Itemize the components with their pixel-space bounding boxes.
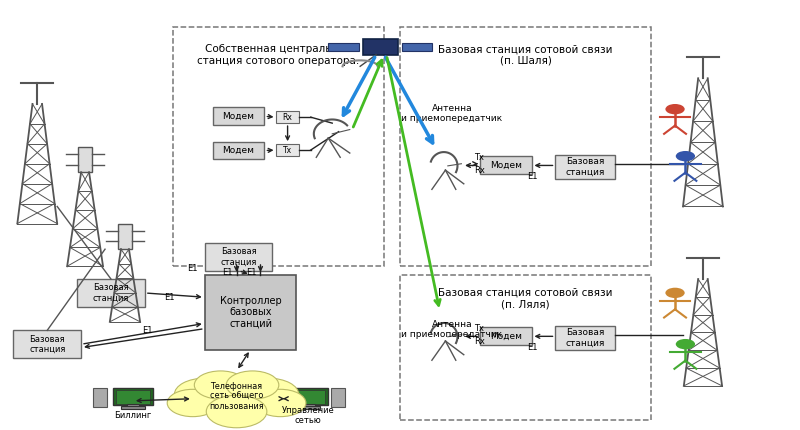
Text: Модем: Модем	[222, 146, 254, 155]
FancyBboxPatch shape	[126, 404, 139, 407]
FancyBboxPatch shape	[121, 406, 145, 409]
FancyBboxPatch shape	[480, 157, 531, 175]
Text: Модем: Модем	[222, 112, 254, 121]
FancyBboxPatch shape	[402, 43, 432, 50]
Text: Управление
сетью: Управление сетью	[282, 406, 334, 426]
Text: Rx: Rx	[474, 166, 485, 175]
Text: E1: E1	[142, 326, 153, 335]
Text: E1: E1	[246, 268, 256, 277]
Text: E1: E1	[187, 264, 198, 273]
Text: Биллинг: Биллинг	[114, 411, 151, 420]
Text: Контроллер
базовых
станций: Контроллер базовых станций	[220, 295, 282, 329]
Circle shape	[666, 288, 685, 298]
Text: Базовая
станция: Базовая станция	[220, 247, 257, 266]
Text: Антенна
и приемопередатчик: Антенна и приемопередатчик	[402, 319, 502, 339]
FancyBboxPatch shape	[555, 155, 615, 179]
FancyBboxPatch shape	[77, 279, 145, 307]
Text: Rx: Rx	[282, 113, 293, 122]
Text: Базовая станция сотовой связи
(п. Ляля): Базовая станция сотовой связи (п. Ляля)	[438, 288, 613, 309]
Circle shape	[206, 395, 267, 428]
FancyBboxPatch shape	[480, 327, 531, 345]
FancyBboxPatch shape	[118, 224, 132, 249]
FancyBboxPatch shape	[302, 404, 314, 407]
FancyBboxPatch shape	[328, 43, 358, 50]
Text: E1: E1	[527, 343, 538, 352]
FancyBboxPatch shape	[113, 388, 153, 405]
Circle shape	[174, 378, 235, 411]
Circle shape	[167, 389, 218, 417]
Circle shape	[666, 104, 685, 114]
Text: Rx: Rx	[474, 337, 485, 346]
FancyBboxPatch shape	[213, 141, 265, 160]
Text: Антенна
и приемопередатчик: Антенна и приемопередатчик	[402, 104, 502, 123]
Circle shape	[238, 378, 298, 411]
Circle shape	[255, 389, 306, 417]
FancyBboxPatch shape	[296, 406, 320, 409]
Circle shape	[226, 371, 279, 399]
FancyBboxPatch shape	[555, 326, 615, 350]
Text: Базовая
станция: Базовая станция	[566, 157, 605, 177]
FancyBboxPatch shape	[277, 111, 298, 123]
Text: Модем: Модем	[490, 332, 522, 341]
FancyBboxPatch shape	[14, 330, 81, 358]
FancyBboxPatch shape	[205, 275, 296, 350]
Text: Модем: Модем	[490, 161, 522, 170]
Text: Tx: Tx	[474, 153, 484, 162]
Circle shape	[194, 371, 247, 399]
Text: E1: E1	[222, 268, 232, 277]
Text: E1: E1	[164, 292, 174, 301]
Text: Базовая
станция: Базовая станция	[566, 329, 605, 348]
FancyBboxPatch shape	[78, 147, 92, 172]
FancyBboxPatch shape	[213, 108, 265, 125]
Text: E1: E1	[527, 172, 538, 181]
Text: Tx: Tx	[283, 146, 292, 154]
FancyBboxPatch shape	[116, 390, 150, 404]
Text: Tx: Tx	[474, 324, 484, 333]
Circle shape	[676, 339, 695, 349]
Circle shape	[676, 151, 695, 161]
Text: Базовая
станция: Базовая станция	[93, 283, 129, 303]
Text: Базовая
станция: Базовая станция	[29, 335, 66, 354]
FancyBboxPatch shape	[93, 388, 107, 407]
FancyBboxPatch shape	[288, 388, 328, 405]
FancyBboxPatch shape	[205, 243, 273, 270]
FancyBboxPatch shape	[362, 39, 398, 55]
FancyBboxPatch shape	[330, 388, 345, 407]
Text: Телефонная
сеть общего
пользования: Телефонная сеть общего пользования	[210, 382, 264, 412]
Circle shape	[195, 377, 278, 421]
Text: Собственная центральная
станция сотового оператора.: Собственная центральная станция сотового…	[198, 44, 359, 66]
FancyBboxPatch shape	[277, 144, 298, 156]
Text: Базовая станция сотовой связи
(п. Шаля): Базовая станция сотовой связи (п. Шаля)	[438, 44, 613, 66]
FancyBboxPatch shape	[291, 390, 325, 404]
